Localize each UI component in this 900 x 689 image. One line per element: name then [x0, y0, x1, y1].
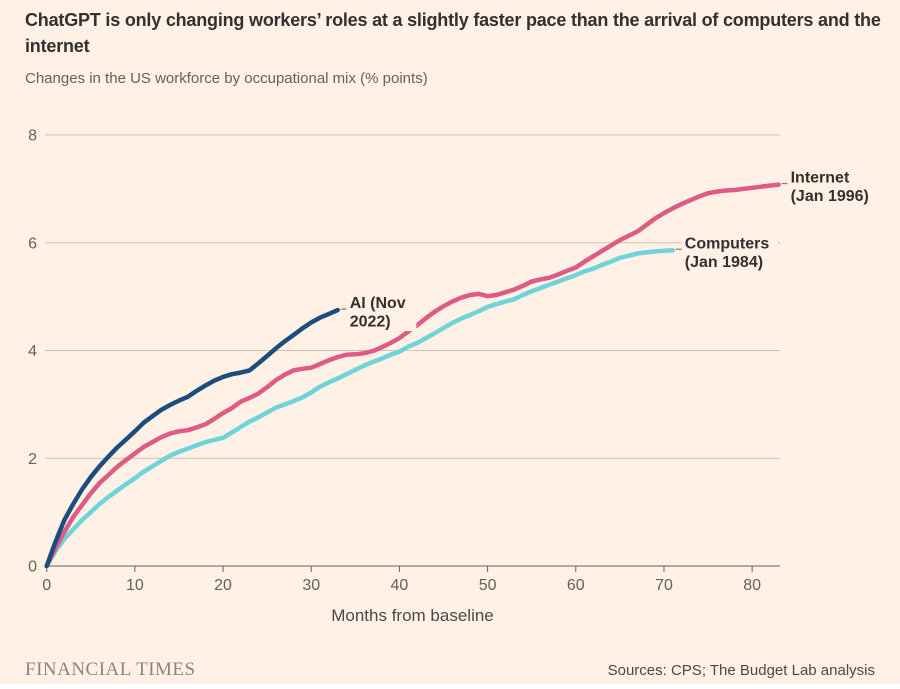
label-backplate	[787, 167, 884, 206]
x-tick-label: 70	[655, 577, 673, 594]
x-tick-label: 50	[479, 577, 497, 594]
series-label: Internet	[791, 170, 850, 187]
y-tick-label: 2	[28, 451, 37, 468]
x-tick-label: 40	[391, 577, 409, 594]
sources-text: Sources: CPS; The Budget Lab analysis	[607, 662, 875, 679]
x-tick-label: 80	[743, 577, 761, 594]
x-tick-label: 10	[126, 577, 144, 594]
series-label: (Jan 1996)	[791, 188, 869, 205]
ft-logo: FINANCIAL TIMES	[25, 659, 196, 680]
label-backplate	[681, 233, 778, 272]
label-backplate	[346, 293, 417, 332]
series-label: (Jan 1984)	[685, 254, 763, 271]
series-line-ai-nov	[44, 307, 340, 569]
x-tick-label: 0	[42, 577, 51, 594]
x-tick-label: 60	[567, 577, 585, 594]
series-line-computers	[44, 248, 676, 569]
y-tick-label: 8	[28, 128, 37, 145]
x-axis-title: Months from baseline	[331, 606, 494, 625]
bottom-edge	[0, 684, 900, 689]
series-label: AI (Nov	[350, 295, 406, 312]
x-tick-label: 20	[214, 577, 232, 594]
series-label: Computers	[685, 235, 770, 252]
chart-subtitle: Changes in the US workforce by occupatio…	[25, 70, 428, 87]
chart-title: ChatGPT is only changing workers’ roles …	[25, 10, 881, 56]
series-line-internet	[44, 182, 781, 569]
y-tick-label: 0	[28, 559, 37, 576]
y-tick-label: 6	[28, 235, 37, 252]
x-tick-label: 30	[302, 577, 320, 594]
series-label: 2022)	[350, 314, 391, 331]
y-tick-label: 4	[28, 343, 37, 360]
